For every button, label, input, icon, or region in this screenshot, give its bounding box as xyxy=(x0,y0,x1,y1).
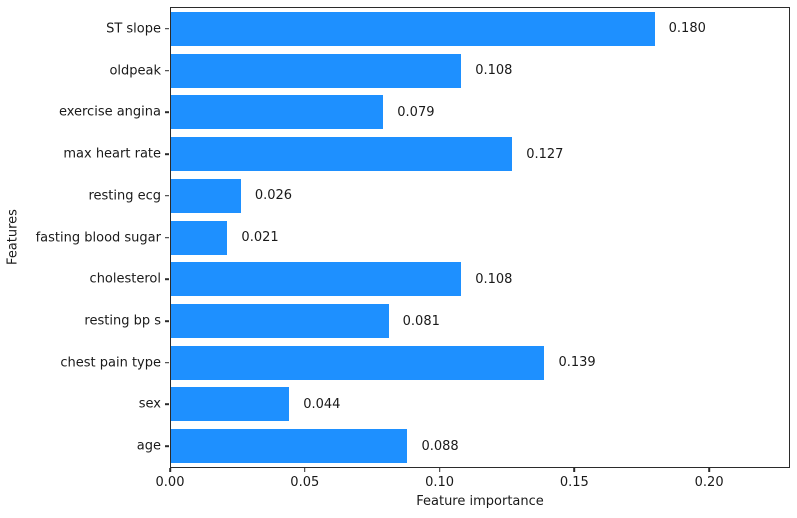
importance-bar xyxy=(171,262,462,297)
x-tick-label: 0.15 xyxy=(559,475,589,490)
category-label: max heart rate xyxy=(63,146,161,162)
bar-row: exercise angina 0.079 xyxy=(59,91,789,133)
value-label: 0.139 xyxy=(558,355,596,371)
y-tick-mark xyxy=(165,320,170,322)
category-label: resting bp s xyxy=(84,313,161,329)
importance-bar xyxy=(171,429,408,464)
category-label: sex xyxy=(138,396,161,412)
x-tick-label: 0.00 xyxy=(155,475,185,490)
bar-row: age 0.088 xyxy=(137,425,789,467)
category-label: exercise angina xyxy=(58,104,161,120)
x-tick-mark xyxy=(573,468,576,472)
y-tick-mark xyxy=(165,195,170,197)
importance-bar xyxy=(171,11,655,46)
y-tick-mark xyxy=(165,403,170,406)
y-tick-mark xyxy=(165,69,170,72)
bar-row: resting ecg 0.026 xyxy=(88,175,789,217)
importance-bar xyxy=(171,95,384,130)
category-label: age xyxy=(136,438,161,454)
y-tick-mark xyxy=(165,361,170,364)
x-axis-label: Feature importance xyxy=(416,494,544,509)
importance-bar xyxy=(171,387,290,422)
category-label: resting ecg xyxy=(88,188,161,204)
y-tick-mark xyxy=(165,445,170,447)
x-tick-label: 0.20 xyxy=(694,475,724,490)
x-tick-mark xyxy=(169,468,171,472)
importance-bar xyxy=(171,53,462,88)
value-label: 0.081 xyxy=(402,313,440,329)
bar-row: resting bp s 0.081 xyxy=(84,300,789,342)
value-label: 0.180 xyxy=(668,21,706,37)
x-axis-ticks: 0.00 0.05 0.10 0.15 0.20 xyxy=(156,468,790,496)
importance-bar xyxy=(171,345,545,380)
category-label: chest pain type xyxy=(60,355,161,371)
category-label: ST slope xyxy=(106,21,161,37)
x-tick-mark xyxy=(303,468,306,472)
y-tick-mark xyxy=(165,111,170,114)
x-tick-label: 0.10 xyxy=(425,475,455,490)
y-tick-mark xyxy=(165,153,170,155)
value-label: 0.044 xyxy=(303,396,341,412)
x-tick-label: 0.05 xyxy=(290,475,320,490)
value-label: 0.088 xyxy=(421,438,459,454)
bar-row: fasting blood sugar 0.021 xyxy=(36,217,789,259)
category-label: fasting blood sugar xyxy=(35,230,161,246)
value-label: 0.108 xyxy=(475,63,513,79)
y-tick-mark xyxy=(165,278,170,281)
importance-bar xyxy=(171,137,513,172)
category-label: cholesterol xyxy=(89,271,161,287)
value-label: 0.026 xyxy=(254,188,293,204)
x-tick-mark xyxy=(438,468,441,472)
bar-row: max heart rate 0.127 xyxy=(63,133,789,175)
value-label: 0.021 xyxy=(241,230,279,246)
y-tick-mark xyxy=(165,236,170,239)
bar-row: ST slope 0.180 xyxy=(106,8,789,50)
importance-bar xyxy=(171,304,389,338)
y-axis-label: Features xyxy=(5,209,21,265)
bar-row: sex 0.044 xyxy=(139,384,789,426)
importance-bar xyxy=(171,178,241,213)
bar-row: chest pain type 0.139 xyxy=(60,342,789,384)
plot-area: ST slope 0.180 oldpeak 0.108 exercise angina… xyxy=(36,7,790,468)
value-label: 0.127 xyxy=(526,146,564,162)
importance-bar xyxy=(171,220,228,255)
bar-row: oldpeak 0.108 xyxy=(109,50,789,92)
category-label: oldpeak xyxy=(109,63,161,79)
value-label: 0.108 xyxy=(475,271,513,287)
y-tick-mark xyxy=(165,28,170,30)
value-label: 0.079 xyxy=(397,104,435,120)
bar-row: cholesterol 0.108 xyxy=(90,258,789,300)
x-tick-mark xyxy=(708,468,710,472)
